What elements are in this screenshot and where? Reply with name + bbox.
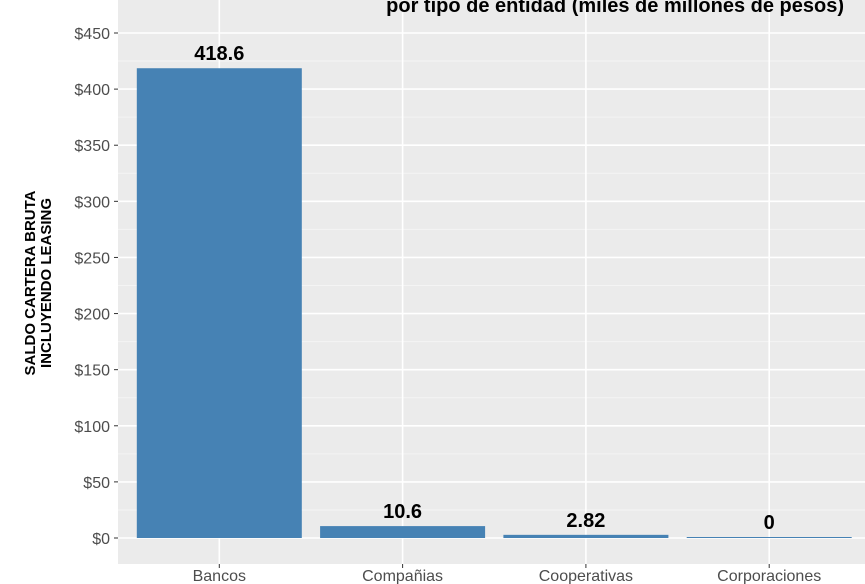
y-tick-label: $400 — [74, 82, 110, 99]
y-tick-label: $50 — [83, 475, 110, 492]
chart-title-fragment: por tipo de entidad (miles de millones d… — [386, 0, 844, 17]
y-axis-label-line-2: INCLUYENDO LEASING — [38, 198, 55, 368]
data-label: 0 — [764, 512, 775, 534]
y-tick-label: $300 — [74, 194, 110, 211]
bar — [503, 534, 669, 538]
bar — [686, 537, 852, 538]
y-tick-label: $450 — [74, 26, 110, 43]
y-tick-label: $250 — [74, 250, 110, 267]
x-axis-ticks: Bancos Compañias Cooperativas Corporaciones — [193, 564, 821, 584]
bar — [136, 68, 302, 538]
data-label: 10.6 — [383, 501, 422, 523]
bars-group — [136, 68, 852, 538]
y-tick-label: $200 — [74, 307, 110, 324]
y-tick-label: $100 — [74, 419, 110, 436]
x-tick-label: Bancos — [193, 568, 246, 584]
y-tick-label: $0 — [92, 531, 110, 548]
data-label: 2.82 — [566, 510, 605, 532]
bar — [320, 526, 486, 538]
x-tick-label: Cooperativas — [539, 568, 633, 584]
y-axis-ticks: $0 $50 $100 $150 $200 $250 $300 $350 $400 $450 — [74, 26, 118, 548]
data-labels-group: 418.6 10.6 2.82 0 — [194, 43, 774, 534]
y-axis-label-line-1: SALDO CARTERA BRUTA — [22, 190, 39, 375]
y-tick-label: $350 — [74, 138, 110, 155]
x-tick-label: Corporaciones — [717, 568, 821, 584]
x-tick-label: Compañias — [362, 568, 443, 584]
y-axis-label: SALDO CARTERA BRUTA INCLUYENDO LEASING — [22, 190, 55, 375]
y-tick-label: $150 — [74, 363, 110, 380]
data-label: 418.6 — [194, 43, 244, 65]
